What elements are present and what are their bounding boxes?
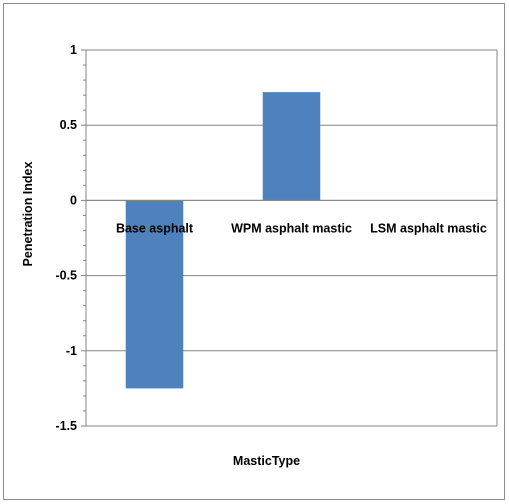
x-category-label: WPM asphalt mastic <box>231 221 352 235</box>
x-category-label: Base asphalt <box>116 221 194 235</box>
bar <box>262 92 321 201</box>
labels: 1 0.5 0 -0.5 -1 -1.5 Base asphalt WPM asphalt m… <box>55 43 486 433</box>
y-tick-label: 0 <box>70 193 77 207</box>
y-tick-label: -1 <box>66 344 77 358</box>
chart-frame <box>3 3 505 500</box>
y-tick-label: 0.5 <box>60 118 77 132</box>
x-category-label: LSM asphalt mastic <box>370 221 487 235</box>
axes <box>81 49 497 427</box>
x-axis-title: MasticType <box>233 454 300 468</box>
y-axis-title: Penetration Index <box>21 162 35 267</box>
bar <box>125 200 184 389</box>
y-tick-label: -0.5 <box>55 269 77 283</box>
y-tick-label: 1 <box>70 43 77 57</box>
bars <box>125 92 321 389</box>
y-tick-label: -1.5 <box>55 419 77 433</box>
